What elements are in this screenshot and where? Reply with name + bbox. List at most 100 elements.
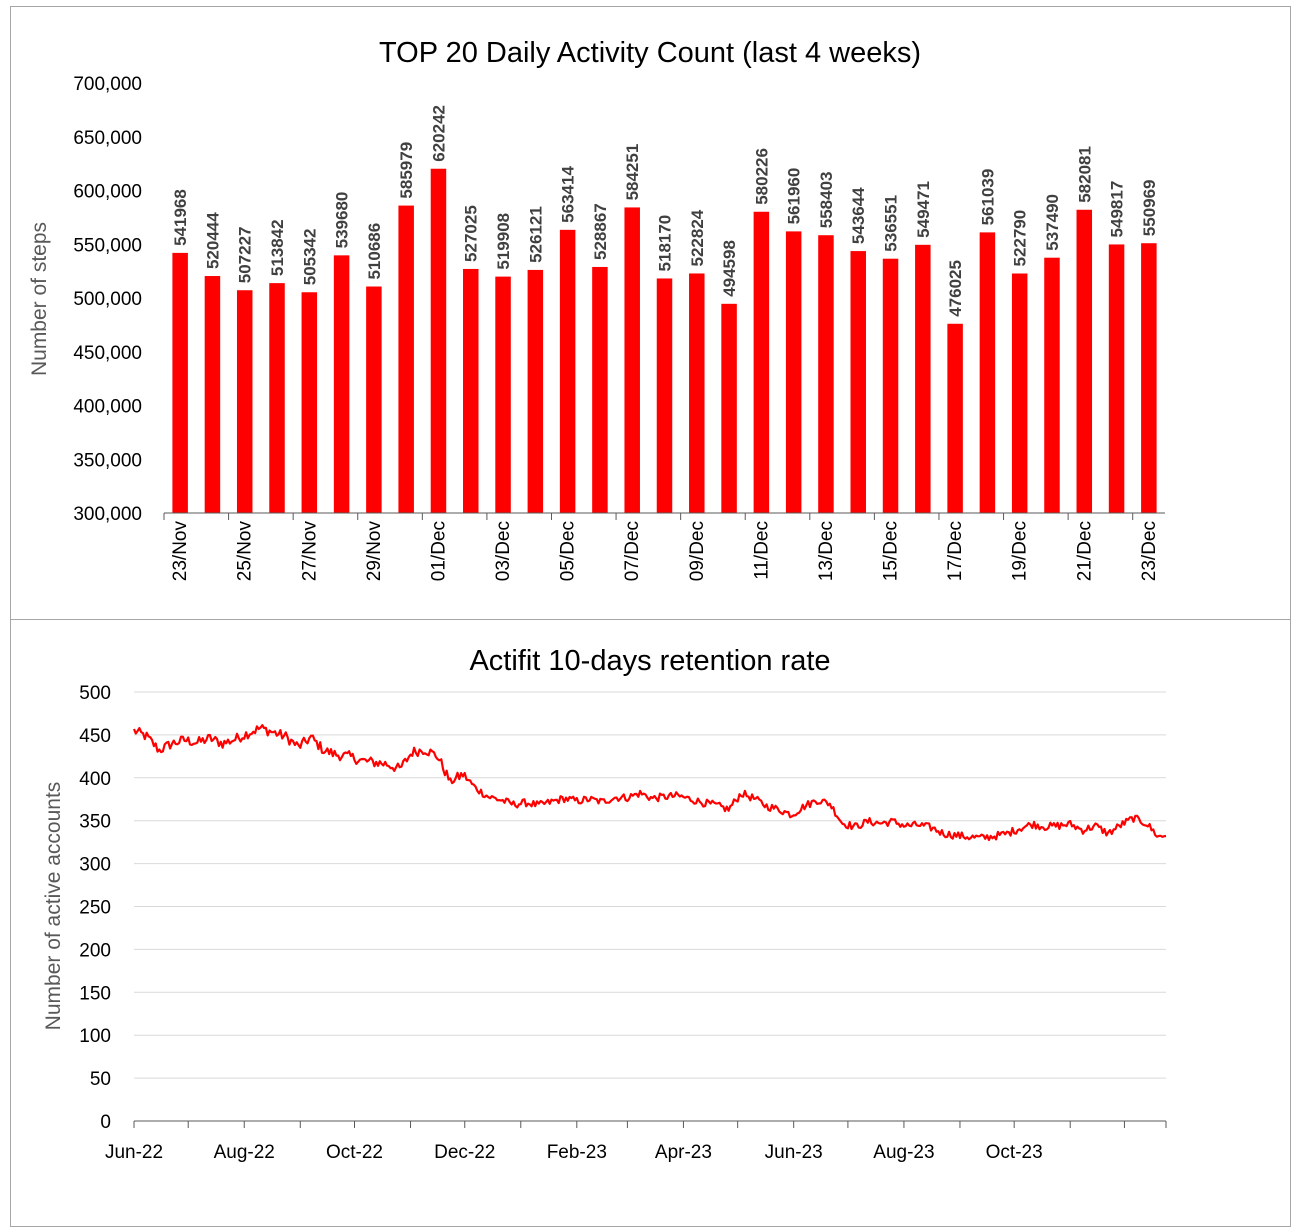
bar <box>1108 244 1125 514</box>
bar <box>269 283 285 513</box>
bar-x-tick-label: 27/Nov <box>299 521 320 582</box>
bar <box>785 231 802 513</box>
bar-data-label: 505342 <box>300 229 319 286</box>
bar-data-label: 537490 <box>1043 194 1062 251</box>
bar-data-label: 527025 <box>462 205 481 262</box>
line-y-tick-label: 50 <box>90 1069 111 1090</box>
line-chart-y-axis-label: Number of active accounts <box>42 782 65 1031</box>
bar-data-label: 526121 <box>526 206 545 263</box>
bar-x-tick-label: 29/Nov <box>364 521 385 582</box>
bar <box>398 205 414 513</box>
line-x-tick-label: Aug-22 <box>214 1142 275 1163</box>
bar <box>592 266 608 513</box>
bar <box>236 290 253 513</box>
line-y-tick-label: 200 <box>79 940 111 961</box>
bar <box>204 276 221 513</box>
bar-data-label: 584251 <box>623 144 642 201</box>
bar-data-label: 549817 <box>1108 181 1127 238</box>
bar <box>1011 273 1028 513</box>
bar-x-tick-label: 15/Dec <box>881 521 902 581</box>
bar <box>172 252 188 513</box>
bar-data-label: 513842 <box>268 219 287 276</box>
line-chart-y-ticks: 0 50 100 150 200 250 300 350 400 450 500 <box>79 683 111 1133</box>
bar <box>1141 243 1157 514</box>
bar <box>559 229 576 513</box>
line-x-tick-label: Jun-23 <box>765 1142 823 1163</box>
line-x-tick-label: Oct-22 <box>326 1142 383 1163</box>
bar-data-label: 561960 <box>785 168 804 225</box>
bar-data-label: 507227 <box>236 226 255 283</box>
bar-chart-x-ticks: 23/Nov 25/Nov 27/Nov 29/Nov 01/Dec 03/Dec 05/D… <box>163 513 1160 582</box>
bar-y-tick-label: 600,000 <box>73 182 142 203</box>
bar-data-label: 519908 <box>494 213 513 270</box>
bar-data-label: 520444 <box>203 212 222 269</box>
figure-border <box>10 6 1291 1227</box>
bar <box>1076 209 1093 513</box>
bar-x-tick-label: 09/Dec <box>687 521 708 581</box>
line-y-tick-label: 250 <box>79 898 111 919</box>
line-y-tick-label: 400 <box>79 769 111 790</box>
line-y-tick-label: 0 <box>100 1112 111 1133</box>
bar-data-label: 528867 <box>591 203 610 260</box>
bar-y-tick-label: 500,000 <box>73 289 142 310</box>
line-x-tick-label: Aug-23 <box>873 1142 934 1163</box>
line-x-tick-label: Apr-23 <box>655 1142 712 1163</box>
bar-data-label: 558403 <box>817 171 836 228</box>
bar <box>495 276 511 513</box>
bar-x-tick-label: 11/Dec <box>751 521 772 580</box>
bar <box>850 251 866 513</box>
bar <box>689 273 705 513</box>
bar-x-tick-label: 13/Dec <box>816 521 837 581</box>
bar-data-label: 585979 <box>397 142 416 199</box>
line-x-tick-label: Dec-22 <box>434 1142 495 1163</box>
bar <box>366 286 382 513</box>
bar <box>753 211 770 513</box>
bar <box>947 323 963 513</box>
bar <box>333 255 350 513</box>
bar-chart-bars <box>172 168 1157 514</box>
bar-x-tick-label: 23/Nov <box>170 521 191 582</box>
bar <box>430 168 447 513</box>
bar-x-tick-label: 23/Dec <box>1139 521 1160 581</box>
bar-data-label: 522824 <box>688 209 707 266</box>
bar <box>624 207 640 513</box>
line-chart-gridlines <box>134 691 1166 1079</box>
line-x-tick-label: Feb-23 <box>547 1142 607 1163</box>
bar-y-tick-label: 450,000 <box>73 343 142 364</box>
bar-data-label: 518170 <box>656 215 675 272</box>
line-y-tick-label: 450 <box>79 726 111 747</box>
bar <box>656 278 673 513</box>
bar-chart-y-ticks: 300,000 350,000 400,000 450,000 500,000 550,0… <box>73 74 142 525</box>
bar-data-label: 510686 <box>365 223 384 280</box>
bar-data-label: 541968 <box>171 189 190 246</box>
bar-chart-title: TOP 20 Daily Activity Count (last 4 week… <box>379 37 921 69</box>
bar-y-tick-label: 350,000 <box>73 450 142 471</box>
line-x-tick-label: Oct-23 <box>986 1142 1043 1163</box>
bar-x-tick-label: 21/Dec <box>1074 521 1095 581</box>
bar-data-label: 580226 <box>752 148 771 205</box>
line-chart-title: Actifit 10-days retention rate <box>469 645 830 677</box>
bar <box>1044 257 1060 513</box>
bar <box>463 268 479 513</box>
line-chart-x-ticks: Jun-22 Aug-22 Oct-22 Dec-22 Feb-23 Apr-23 Jun-… <box>105 1121 1167 1163</box>
bar-data-label: 494598 <box>720 240 739 297</box>
bar-data-label: 539680 <box>333 192 352 249</box>
bar-data-label: 522790 <box>1011 210 1030 267</box>
bar-x-tick-label: 25/Nov <box>235 521 256 582</box>
bar-chart: TOP 20 Daily Activity Count (last 4 week… <box>28 37 1165 581</box>
bar-data-label: 561039 <box>978 169 997 226</box>
bar-y-tick-label: 650,000 <box>73 128 142 149</box>
bar <box>915 244 931 514</box>
bar-x-tick-label: 01/Dec <box>428 521 449 581</box>
line-series-active-accounts <box>132 723 1167 842</box>
bar-chart-data-labels: 541968 520444 507227 513842 505342 539680 5106… <box>171 105 1159 317</box>
bar-y-tick-label: 400,000 <box>73 397 142 418</box>
bar-y-tick-label: 300,000 <box>73 504 142 525</box>
line-chart: Actifit 10-days retention rate Number of… <box>42 645 1167 1163</box>
bar-data-label: 536551 <box>882 195 901 252</box>
line-y-tick-label: 350 <box>79 812 111 833</box>
bar-x-tick-label: 05/Dec <box>558 521 579 581</box>
bar <box>721 303 737 513</box>
bar-data-label: 563414 <box>559 166 578 223</box>
line-x-tick-label: Jun-22 <box>105 1142 163 1163</box>
